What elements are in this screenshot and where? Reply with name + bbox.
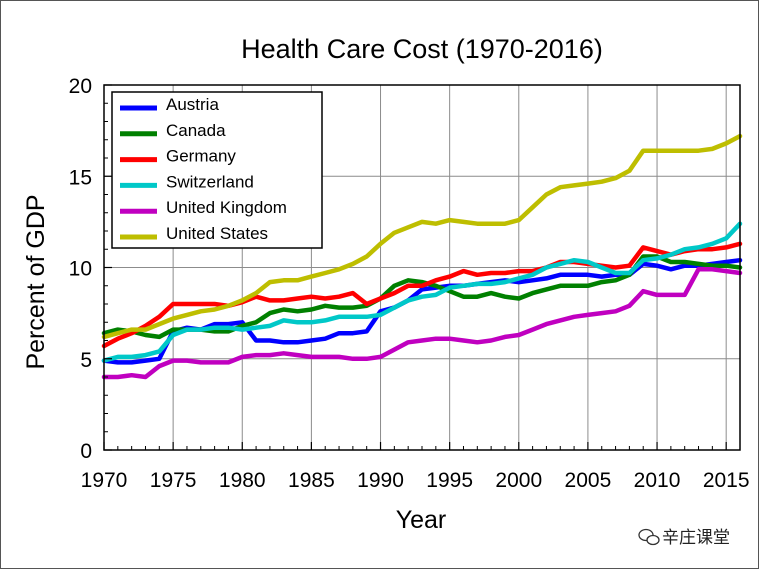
watermark-text: 辛庄课堂 (662, 528, 730, 548)
y-tick-label: 0 (80, 440, 92, 463)
series-line-united-states (101, 133, 743, 340)
series-lines (101, 133, 743, 380)
x-axis-title: Year (396, 506, 447, 534)
watermark: 辛庄课堂 (638, 528, 730, 548)
legend-label-germany: Germany (166, 147, 236, 166)
wechat-icon (638, 528, 660, 546)
y-tick-label: 20 (69, 75, 92, 98)
x-tick-label: 2000 (495, 469, 542, 492)
legend-box (111, 91, 323, 249)
y-tick-label: 15 (69, 166, 92, 189)
legend: Austria Canada Germany Switzerland United Ki… (111, 91, 323, 249)
x-tick-label: 1975 (150, 469, 197, 492)
x-tick-label: 1980 (219, 469, 266, 492)
x-tick-label: 2005 (565, 469, 612, 492)
chart-title: Health Care Cost (1970-2016) (241, 34, 603, 64)
x-tick-label: 1985 (288, 469, 335, 492)
y-tick-label: 5 (80, 349, 92, 372)
x-tick-label: 1970 (81, 469, 128, 492)
x-tick-label: 1990 (357, 469, 404, 492)
series-line-united-kingdom (101, 267, 743, 380)
x-tick-label: 2015 (703, 469, 750, 492)
legend-label-switzerland: Switzerland (166, 172, 254, 191)
x-tick-labels: 1970 1975 1980 1985 1990 1995 2000 2005 2010 2015 (81, 469, 750, 492)
legend-label-austria: Austria (166, 95, 219, 114)
legend-label-canada: Canada (166, 121, 226, 140)
y-tick-label: 10 (69, 258, 92, 281)
legend-label-united-kingdom: United Kingdom (166, 198, 287, 217)
axis-ticks (103, 84, 741, 451)
y-tick-labels: 0 5 10 15 20 (69, 75, 92, 463)
series-line-germany (101, 241, 743, 349)
series-line-switzerland (101, 221, 743, 363)
x-tick-label: 1995 (426, 469, 473, 492)
legend-label-united-states: United States (166, 224, 268, 243)
y-axis-title: Percent of GDP (22, 194, 50, 369)
x-tick-label: 2010 (634, 469, 681, 492)
